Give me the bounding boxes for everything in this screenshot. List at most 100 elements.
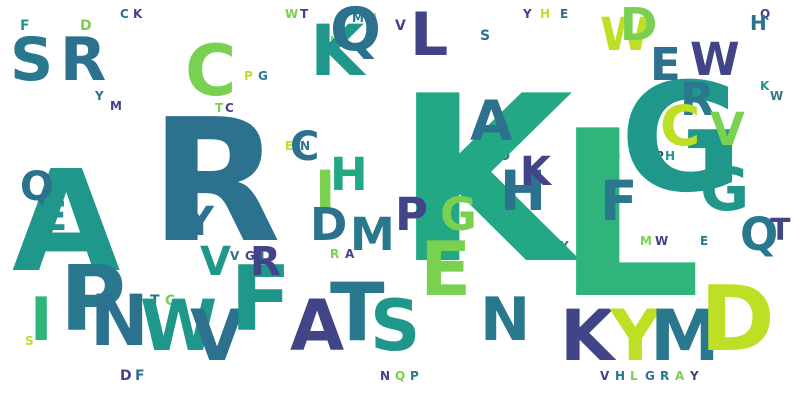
small-letter: T (300, 7, 309, 21)
small-letter: E (285, 139, 293, 153)
small-letter: D (500, 149, 510, 163)
cloud-word: W (140, 285, 217, 367)
cloud-word: Q (740, 208, 778, 261)
small-letter: A (430, 109, 440, 123)
cloud-word: R (250, 239, 281, 285)
small-letter: D (80, 18, 92, 34)
small-letter: E (560, 7, 568, 21)
small-letter: L (316, 34, 324, 48)
cloud-word: T (330, 266, 385, 359)
cloud-word: G (440, 188, 477, 241)
small-letter: G (645, 369, 655, 383)
small-letter: K (760, 79, 770, 93)
small-letter: R (660, 369, 669, 383)
small-letter: T (215, 101, 224, 115)
cloud-word: N (90, 280, 149, 362)
small-letter: R (440, 97, 449, 111)
cloud-word: H (330, 148, 368, 201)
cloud-word: P (395, 188, 428, 241)
small-letter: V (600, 369, 610, 383)
small-letter: Q (395, 369, 405, 383)
small-letter: G (245, 249, 255, 263)
small-letter: H (540, 7, 550, 21)
small-letter: M (110, 99, 122, 113)
cloud-word: E (650, 38, 681, 91)
small-letter: N (300, 139, 310, 153)
cloud-word: P (60, 247, 126, 352)
cloud-word: S (370, 285, 420, 367)
small-letter: Q (760, 7, 770, 21)
cloud-word: K (395, 48, 581, 315)
small-letter: L (260, 249, 268, 263)
small-letter: W (770, 89, 783, 103)
cloud-word: L (410, 0, 448, 70)
small-letter: P (410, 369, 419, 383)
cloud-word: V (710, 103, 745, 156)
cloud-word: E (40, 194, 67, 240)
small-letter: P (655, 149, 664, 163)
cloud-word: A (12, 141, 120, 304)
cloud-word: N (480, 285, 530, 355)
small-letter: Y (559, 239, 569, 253)
cloud-word: V (190, 295, 244, 377)
cloud-word: D (620, 0, 657, 51)
small-letter: W (285, 7, 298, 21)
small-letter: K (133, 7, 143, 21)
cloud-word: D (310, 198, 347, 251)
cloud-word: I (315, 159, 335, 223)
small-letter: V (230, 249, 240, 263)
small-letter: K (535, 239, 545, 253)
small-letter: F (20, 18, 30, 34)
small-letter: I (330, 34, 334, 48)
cloud-word: Y (184, 199, 215, 245)
small-letter: W (655, 234, 668, 248)
cloud-word: G (700, 155, 749, 225)
small-letter: I (520, 239, 524, 253)
small-letter: S (480, 28, 490, 44)
small-letter: T (150, 293, 160, 309)
small-letter: H (615, 369, 625, 383)
cloud-word: H (500, 159, 546, 223)
cloud-word: H (750, 11, 767, 35)
small-letter: C (225, 101, 234, 115)
small-letter: F (135, 368, 145, 384)
cloud-word: M (650, 295, 720, 377)
small-letter: Q (610, 149, 620, 163)
cloud-word: S (10, 25, 53, 95)
cloud-word: A (470, 89, 513, 153)
small-letter: V (395, 18, 406, 34)
cloud-word: K (310, 10, 367, 92)
cloud-word: Q (20, 164, 54, 210)
cloud-word: K (560, 295, 617, 377)
small-letter: E (700, 234, 708, 248)
cloud-word: Y (609, 295, 662, 377)
cloud-word: R (150, 83, 281, 281)
small-letter: F (595, 149, 603, 163)
small-letter: R (330, 247, 339, 261)
small-letter: N (380, 369, 390, 383)
cloud-word: D (700, 267, 775, 372)
cloud-word: R (680, 73, 715, 126)
cloud-word: V (200, 239, 231, 285)
cloud-word: K (520, 149, 553, 195)
small-letter: H (665, 149, 675, 163)
small-letter: Y (94, 89, 104, 103)
cloud-word: W (690, 33, 740, 86)
cloud-word: I (30, 285, 52, 355)
cloud-word: T (770, 213, 791, 248)
cloud-word: L (555, 83, 702, 350)
cloud-word: R (60, 25, 106, 95)
small-letter: C (120, 7, 129, 21)
small-letter: N (367, 11, 377, 25)
cloud-word: Q (330, 0, 381, 65)
small-letter: A (345, 247, 355, 261)
cloud-word: E (420, 225, 471, 313)
small-letter: G (258, 69, 268, 83)
small-letter: Y (689, 369, 699, 383)
cloud-word: G (620, 52, 743, 226)
small-letter: M (352, 11, 364, 25)
cloud-word: M (350, 208, 395, 261)
cloud-word: W (600, 8, 650, 61)
small-letter: S (25, 334, 34, 348)
